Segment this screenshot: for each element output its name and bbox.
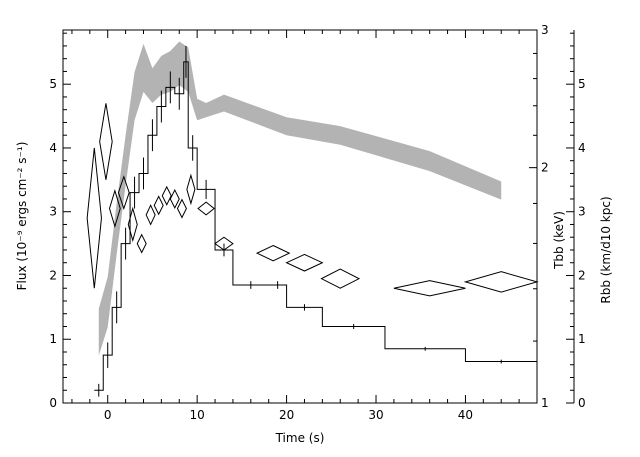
radius-diamond-layer <box>86 103 539 297</box>
x-tick-label: 20 <box>279 408 294 422</box>
radius-diamond <box>214 236 234 251</box>
radius-diamond <box>463 271 539 293</box>
flux-axis-title: Flux (10⁻⁹ ergs cm⁻² s⁻¹) <box>15 142 29 291</box>
radius-diamond <box>176 198 187 219</box>
radius-tick-label: 3 <box>578 205 586 219</box>
x-tick-label: 10 <box>190 408 205 422</box>
flux-tick-label: 4 <box>49 141 57 155</box>
temperature-band <box>98 41 502 356</box>
radius-diamond <box>320 268 361 289</box>
radius-tick-label: 4 <box>578 141 586 155</box>
temp-tick-label: 3 <box>541 23 549 37</box>
radius-axis-title: Rbb (km/d10 kpc) <box>599 196 613 303</box>
temp-tick-label: 2 <box>541 161 549 175</box>
flux-step-layer <box>94 45 537 397</box>
radius-tick-label: 1 <box>578 332 586 346</box>
radius-diamond <box>393 280 466 297</box>
radius-diamond <box>136 233 147 254</box>
flux-tick-label: 1 <box>49 332 57 346</box>
temp-tick-label: 1 <box>541 396 549 410</box>
x-axis-title: Time (s) <box>275 431 325 445</box>
radius-diamond <box>86 147 102 289</box>
temperature-axis-title: Tbb (keV) <box>552 211 566 270</box>
radius-tick-label: 5 <box>578 77 586 91</box>
x-tick-label: 30 <box>368 408 383 422</box>
x-tick-label: 0 <box>104 408 112 422</box>
flux-step-curve <box>94 61 537 391</box>
flux-tick-label: 3 <box>49 205 57 219</box>
radius-diamond <box>255 244 291 262</box>
flux-tick-label: 0 <box>49 396 57 410</box>
flux-tick-label: 2 <box>49 268 57 282</box>
axes-layer <box>62 29 575 404</box>
radius-diamond <box>99 103 113 180</box>
radius-diamond <box>197 201 215 216</box>
radius-diamond <box>186 173 196 206</box>
radius-diamond <box>127 206 138 243</box>
flux-tick-label: 5 <box>49 77 57 91</box>
radius-diamond <box>169 188 180 210</box>
plot-frame <box>62 29 538 404</box>
radius-diamond <box>117 175 130 211</box>
radius-diamond <box>285 253 324 272</box>
temperature-band-layer <box>98 41 502 356</box>
radius-diamond <box>153 195 164 216</box>
radius-diamond <box>108 188 121 229</box>
radius-tick-label: 0 <box>578 396 586 410</box>
radius-tick-label: 2 <box>578 268 586 282</box>
radius-diamond <box>161 185 172 206</box>
radius-diamond <box>145 204 156 226</box>
x-tick-label: 40 <box>458 408 473 422</box>
